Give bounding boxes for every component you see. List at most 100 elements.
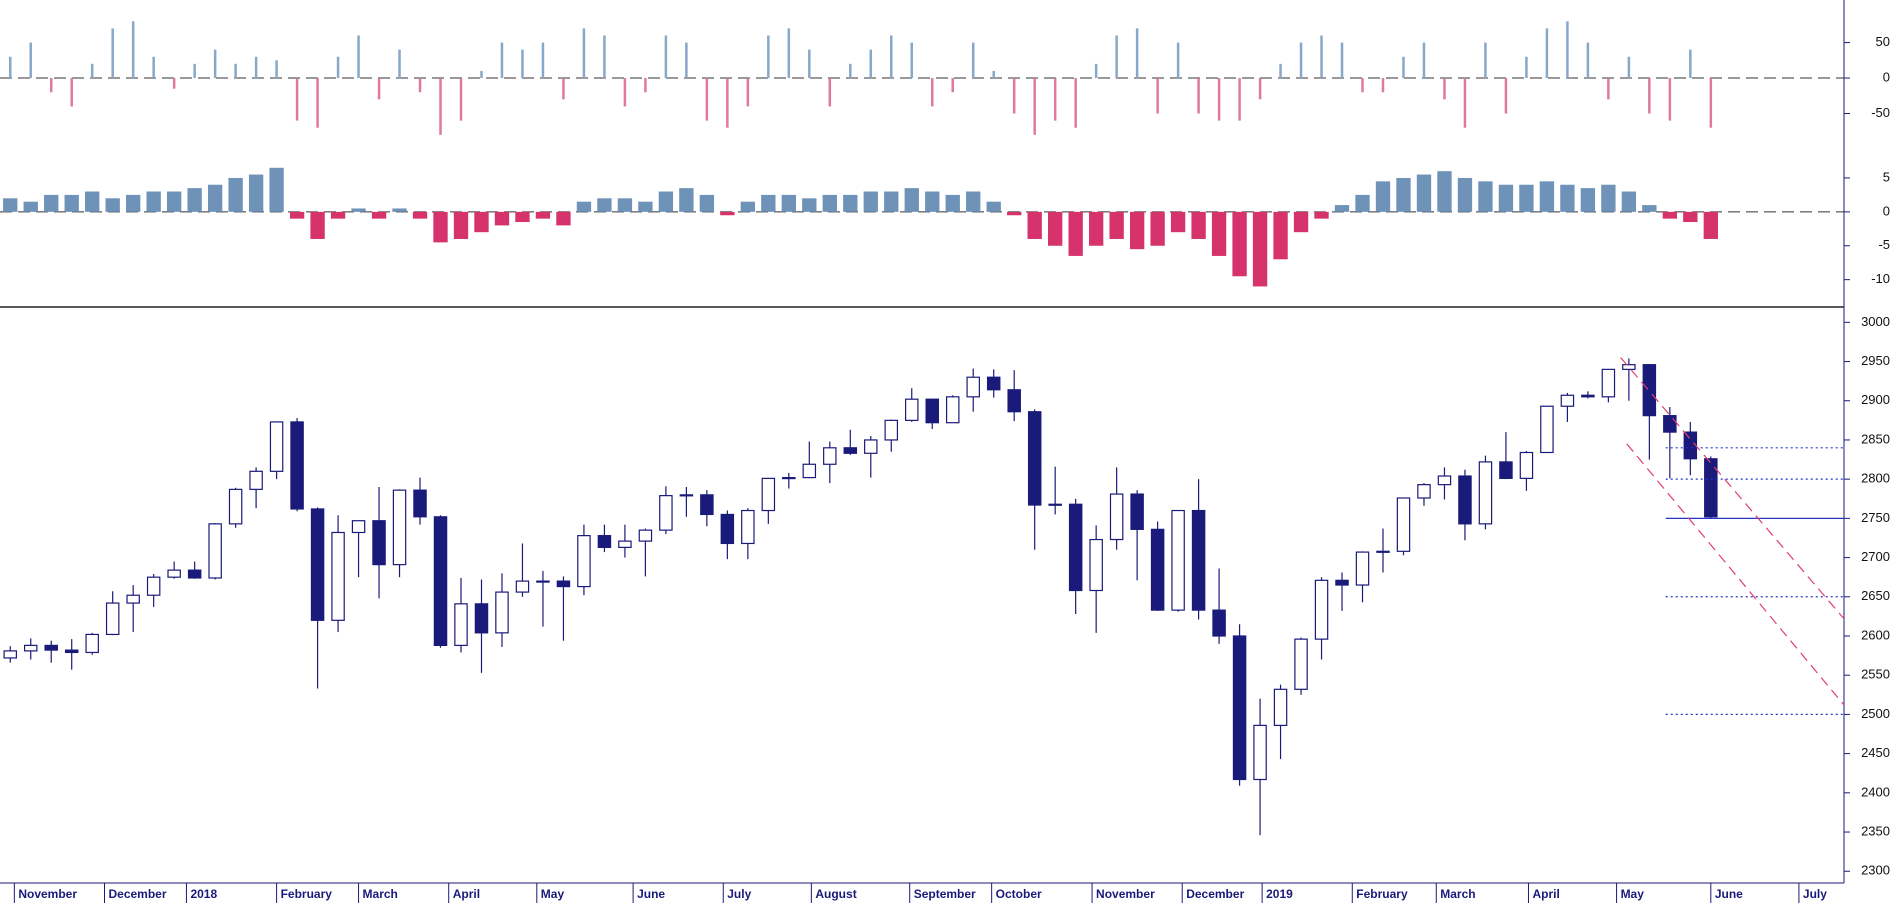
candle-body [1294,638,1308,690]
histogram-bar [1607,78,1610,100]
candle-body [167,569,181,578]
x-tick-label: April [453,887,480,901]
histogram-bar [582,28,586,79]
histogram-bar [480,70,483,79]
candle-body [1601,368,1616,398]
histogram-bar [1416,174,1432,212]
histogram-bar [29,42,32,79]
histogram-bar [761,194,776,212]
candle-body [986,376,1001,391]
histogram-bar [1689,49,1692,79]
trend-line [1626,443,1845,706]
histogram-bar [1668,78,1672,121]
candle-body [372,520,386,566]
candle-body [1048,503,1062,506]
histogram-bar [910,42,914,79]
histogram-bar [1545,28,1549,79]
histogram-bar [1334,205,1350,212]
histogram-bar [1258,78,1262,100]
candle-body [413,489,427,518]
histogram-bar [1586,42,1590,79]
histogram-bar [535,211,551,219]
histogram-bar [213,49,217,79]
candle-body [864,439,878,454]
candle-body [1437,475,1452,486]
histogram-bar [1437,171,1452,212]
candle-body [310,508,325,621]
histogram-bar [23,201,38,212]
histogram-bar [433,211,448,243]
histogram-bar [8,56,12,79]
histogram-bar [1094,63,1098,79]
candle-body [1232,635,1247,781]
x-tick-label: November [1096,887,1155,901]
histogram-bar [1074,78,1077,128]
histogram-bar [1033,78,1036,135]
histogram-bar [1703,211,1718,239]
histogram-bar [1484,42,1487,79]
histogram-bar [1048,211,1063,246]
candle-body [597,535,612,548]
histogram-bar [357,35,360,79]
histogram-bar [1088,211,1104,246]
histogram-bar [1279,63,1282,79]
histogram-bar [1627,56,1631,79]
candle-body [1253,724,1267,781]
candle-body [146,576,161,596]
histogram-bar [849,63,852,79]
histogram-bar [1252,211,1268,287]
candle-body [843,447,858,454]
histogram-bar [562,78,565,100]
histogram-bar [1478,181,1493,212]
y-tick-label: 50 [1876,34,1890,49]
y-tick-label: 2800 [1861,471,1890,486]
candle-body [638,529,653,542]
candle-body [884,419,899,441]
histogram-bar [1293,211,1309,233]
histogram-bar [1396,177,1411,212]
histogram-bar [207,184,223,212]
histogram-bar [494,211,510,226]
x-tick-label: April [1532,887,1559,901]
candle-body [741,509,755,545]
y-tick-label: -5 [1878,237,1890,252]
candle-body [85,633,99,654]
candle-body [536,580,550,583]
histogram-bar [945,194,960,212]
x-tick-label: February [1356,887,1408,901]
histogram-bar [1007,211,1022,216]
histogram-bar [1498,184,1514,212]
histogram-bar [1238,78,1241,121]
y-tick-label: 0 [1883,69,1890,84]
histogram-bar [644,78,647,93]
candle-body [802,463,817,479]
y-tick-label: 2950 [1861,353,1890,368]
histogram-bar [556,211,571,226]
histogram-bar [1150,211,1165,246]
x-tick-label: March [1440,887,1475,901]
histogram-bar [1422,42,1426,79]
candle-body [1150,528,1165,611]
histogram-bar [44,194,59,212]
histogram-bar [371,211,387,219]
candle-body [269,421,284,472]
candle-body [1478,461,1493,525]
candle-body [1519,451,1534,479]
histogram-bar [330,211,346,219]
histogram-bar [1525,56,1528,79]
histogram-bar [474,211,489,233]
histogram-bar [781,194,796,212]
histogram-bar [1580,188,1596,212]
candle-body [905,398,919,421]
y-tick-label: 2300 [1861,863,1890,878]
candle-body [1642,364,1657,417]
candle-body [1417,484,1431,499]
histogram-bar [1320,35,1323,79]
x-tick-label: November [18,887,77,901]
candle-body [1335,579,1349,586]
histogram-bar [111,28,114,79]
histogram-bar [746,78,750,107]
candle-body [761,477,776,512]
y-tick-label: 2450 [1861,745,1890,760]
histogram-bar [269,167,284,212]
